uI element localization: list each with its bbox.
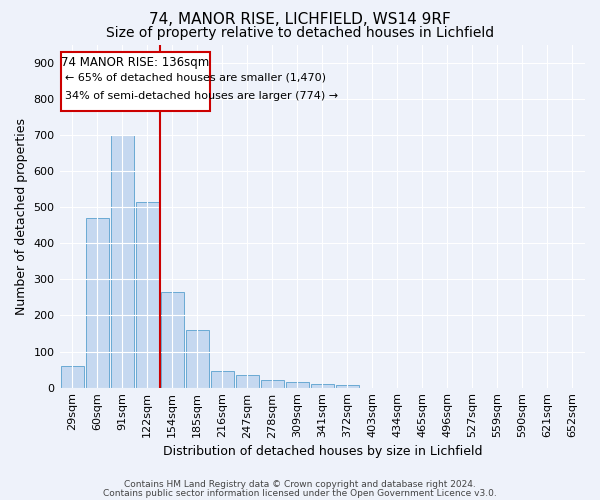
Text: ← 65% of detached houses are smaller (1,470): ← 65% of detached houses are smaller (1,…	[65, 72, 326, 82]
Text: Contains public sector information licensed under the Open Government Licence v3: Contains public sector information licen…	[103, 489, 497, 498]
X-axis label: Distribution of detached houses by size in Lichfield: Distribution of detached houses by size …	[163, 444, 482, 458]
Bar	[336, 384, 359, 388]
Bar	[110, 135, 134, 388]
Y-axis label: Number of detached properties: Number of detached properties	[15, 118, 28, 315]
Bar	[236, 375, 259, 388]
Text: 74, MANOR RISE, LICHFIELD, WS14 9RF: 74, MANOR RISE, LICHFIELD, WS14 9RF	[149, 12, 451, 28]
Text: Contains HM Land Registry data © Crown copyright and database right 2024.: Contains HM Land Registry data © Crown c…	[124, 480, 476, 489]
Bar	[86, 218, 109, 388]
Bar	[286, 382, 309, 388]
Bar	[311, 384, 334, 388]
Text: Size of property relative to detached houses in Lichfield: Size of property relative to detached ho…	[106, 26, 494, 40]
Bar	[185, 330, 209, 388]
Bar	[61, 52, 209, 110]
Bar	[136, 202, 158, 388]
Bar	[161, 292, 184, 388]
Bar	[211, 370, 233, 388]
Text: 34% of semi-detached houses are larger (774) →: 34% of semi-detached houses are larger (…	[65, 91, 338, 101]
Text: 74 MANOR RISE: 136sqm: 74 MANOR RISE: 136sqm	[61, 56, 209, 69]
Bar	[261, 380, 284, 388]
Bar	[61, 366, 83, 388]
